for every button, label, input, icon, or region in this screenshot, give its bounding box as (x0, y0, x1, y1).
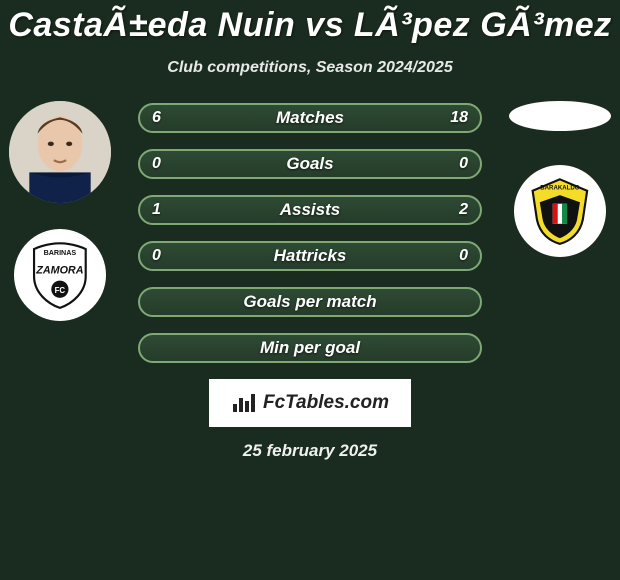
stat-value-left: 1 (152, 201, 161, 219)
stat-value-right: 2 (459, 201, 468, 219)
stat-bars: 6 Matches 18 0 Goals 0 1 Assists 2 0 Hat… (138, 101, 482, 363)
stat-bar-goals-per-match: Goals per match (138, 287, 482, 317)
stat-label: Goals per match (243, 292, 376, 312)
stat-label: Matches (276, 108, 344, 128)
stat-value-right: 18 (450, 109, 468, 127)
stat-value-left: 6 (152, 109, 161, 127)
shield-icon: BARAKALDO (524, 175, 596, 247)
page-title: CastaÃ±eda Nuin vs LÃ³pez GÃ³mez (0, 0, 620, 45)
stat-label: Min per goal (260, 338, 360, 358)
brand-logo-text: FcTables.com (263, 392, 389, 414)
stat-bar-min-per-goal: Min per goal (138, 333, 482, 363)
stat-bar-hattricks: 0 Hattricks 0 (138, 241, 482, 271)
stat-bar-assists: 1 Assists 2 (138, 195, 482, 225)
shield-icon: BARINAS ZAMORA FC (24, 239, 96, 311)
comparison-arena: BARINAS ZAMORA FC BARAKALDO 6 Ma (0, 101, 620, 363)
svg-text:FC: FC (55, 286, 66, 295)
stat-bar-goals: 0 Goals 0 (138, 149, 482, 179)
right-player-column: BARAKALDO (500, 101, 620, 257)
stat-value-right: 0 (459, 155, 468, 173)
stat-value-right: 0 (459, 247, 468, 265)
svg-text:BARINAS: BARINAS (44, 249, 77, 257)
footer-date: 25 february 2025 (0, 441, 620, 461)
bars-chart-icon (231, 392, 257, 414)
left-club-badge: BARINAS ZAMORA FC (14, 229, 106, 321)
stat-label: Hattricks (274, 246, 347, 266)
brand-logo[interactable]: FcTables.com (209, 379, 411, 427)
right-club-badge: BARAKALDO (514, 165, 606, 257)
left-player-avatar (9, 101, 111, 203)
page-subtitle: Club competitions, Season 2024/2025 (0, 59, 620, 77)
right-player-avatar (509, 101, 611, 131)
stat-bar-matches: 6 Matches 18 (138, 103, 482, 133)
svg-text:ZAMORA: ZAMORA (35, 265, 83, 277)
stat-label: Assists (280, 200, 340, 220)
left-player-column: BARINAS ZAMORA FC (0, 101, 120, 321)
stat-value-left: 0 (152, 155, 161, 173)
svg-text:BARAKALDO: BARAKALDO (540, 184, 579, 191)
person-icon (9, 101, 111, 203)
stat-value-left: 0 (152, 247, 161, 265)
stat-label: Goals (286, 154, 333, 174)
